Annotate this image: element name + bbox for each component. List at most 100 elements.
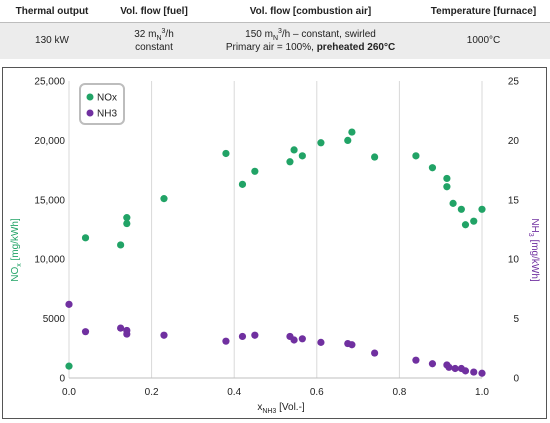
x-tick-label: 0.4: [227, 387, 241, 398]
fuel-flow-note: constant: [135, 41, 173, 53]
nh3-point: [412, 356, 420, 364]
y-left-tick-label: 10,000: [34, 255, 65, 266]
nox-point: [81, 234, 90, 242]
nox-nh3-scatter-chart: 0.0 0.2 0.4 0.6 0.8 1.0 0 5000 10,000 15,000 20,0…: [10, 77, 540, 416]
nox-point: [65, 362, 73, 370]
nox-point: [123, 219, 131, 228]
nox-point: [344, 136, 352, 144]
parameter-table: Thermal output Vol. flow [fuel] Vol. flo…: [0, 0, 550, 59]
nh3-point: [461, 367, 470, 375]
nh3-point: [445, 363, 453, 371]
y-left-tick-label: 5000: [43, 314, 66, 325]
nh3-point: [478, 369, 486, 377]
x-tick-label: 0.6: [310, 387, 324, 398]
nh3-point: [348, 341, 356, 349]
header-combustion-air-flow: Vol. flow [combustion air]: [204, 0, 417, 23]
nh3-point: [117, 324, 125, 332]
air-flow-note-bold: preheated 260°C: [316, 41, 396, 53]
y-right-axis-label-sub: 3: [527, 233, 534, 237]
y-right-tick-label: 20: [508, 136, 520, 147]
y-right-axis-label-rest: [mg/kWh]: [529, 237, 540, 282]
x-axis-label-rest: [Vol.-]: [276, 402, 305, 413]
y-left-tick-label: 25,000: [34, 77, 65, 88]
nox-point: [449, 199, 457, 207]
nox-point: [238, 180, 247, 188]
nh3-point: [123, 330, 131, 338]
fuel-flow-unit-rest: /h: [165, 28, 174, 40]
air-flow-unit-sub: N: [272, 34, 278, 42]
nox-point: [222, 149, 230, 158]
fuel-flow-cell: 32 mN3/h constant: [104, 22, 204, 59]
x-axis-label-sub: NH3: [262, 408, 276, 415]
parameter-header-row: Thermal output Vol. flow [fuel] Vol. flo…: [0, 0, 550, 23]
header-furnace-temperature: Temperature [furnace]: [417, 0, 550, 23]
x-tick-label: 0.8: [392, 387, 406, 398]
fuel-flow-unit-sub: N: [156, 34, 162, 42]
nox-point: [290, 146, 298, 154]
nox-point: [286, 158, 294, 166]
nox-point: [470, 217, 478, 225]
x-tick-label: 1.0: [475, 387, 489, 398]
header-fuel-flow: Vol. flow [fuel]: [104, 0, 204, 23]
nox-point: [443, 183, 451, 191]
furnace-temperature-value: 1000°C: [417, 22, 550, 59]
x-axis-label-main: x: [257, 402, 262, 413]
legend-nox-label: NOx: [97, 93, 117, 104]
nh3-point: [298, 335, 306, 343]
x-tick-labels: 0.0 0.2 0.4 0.6 0.8 1.0: [62, 387, 489, 398]
nox-point: [317, 139, 325, 147]
y-left-tick-label: 15,000: [34, 195, 65, 206]
nh3-point: [251, 331, 259, 339]
y-left-tick-label: 20,000: [34, 136, 65, 147]
air-flow-unit-rest: /h – constant, swirled: [281, 28, 376, 40]
thermal-output-value: 130 kW: [0, 22, 104, 59]
legend: NOx NH3: [79, 83, 125, 125]
parameter-grid: Thermal output Vol. flow [fuel] Vol. flo…: [0, 0, 550, 59]
y-right-tick-label: 10: [508, 255, 520, 266]
y-right-tick-label: 25: [508, 77, 520, 88]
y-left-axis-label-sub: x: [16, 263, 23, 267]
nox-point: [117, 241, 125, 249]
nox-point: [412, 152, 420, 160]
y-right-axis-label-main: NH: [529, 218, 540, 232]
y-left-axis-label: NOx [mg/kWh]: [10, 218, 23, 282]
nh3-point: [451, 364, 459, 373]
nox-point: [371, 153, 379, 161]
fuel-flow-line: 32 mN3/h: [104, 28, 204, 42]
nox-point: [298, 152, 306, 160]
nh3-point: [160, 331, 168, 339]
y-right-tick-labels: 0 5 10 15 20 25: [508, 77, 520, 385]
x-tick-label: 0.0: [62, 387, 76, 398]
y-right-tick-label: 15: [508, 195, 520, 206]
nox-point: [457, 205, 465, 213]
nh3-point: [81, 328, 90, 336]
fuel-flow-value: 32 m: [134, 28, 157, 40]
air-flow-note-prefix: Primary air = 100%,: [225, 41, 317, 53]
y-right-tick-label: 5: [513, 314, 519, 325]
legend-nox-marker: [86, 93, 94, 101]
nh3-point: [470, 368, 478, 376]
nh3-point: [238, 332, 247, 341]
nh3-point: [65, 300, 73, 308]
air-flow-line: 150 mN3/h – constant, swirled: [204, 27, 417, 42]
nox-point: [160, 195, 168, 203]
x-axis-label: xNH3 [Vol.-]: [257, 402, 305, 415]
header-thermal-output: Thermal output: [0, 0, 104, 23]
y-left-tick-labels: 0 5000 10,000 15,000 20,000 25,000: [34, 77, 65, 385]
nox-point: [123, 214, 131, 222]
nh3-point: [317, 338, 325, 346]
nox-point: [251, 167, 259, 175]
legend-nh3-marker: [86, 109, 94, 117]
nox-point: [348, 128, 356, 136]
nh3-point: [371, 349, 379, 357]
air-flow-cell: 150 mN3/h – constant, swirled Primary ai…: [204, 22, 417, 59]
y-left-axis-label-rest: [mg/kWh]: [10, 218, 21, 263]
legend-nh3-label: NH3: [97, 109, 117, 120]
grid-layer: [68, 81, 483, 378]
nox-point: [461, 221, 470, 229]
points-layer: [65, 128, 486, 377]
nh3-point: [222, 337, 230, 345]
nh3-point: [290, 336, 298, 344]
nox-point: [428, 164, 437, 172]
air-flow-unit-sup: 3: [278, 27, 282, 35]
